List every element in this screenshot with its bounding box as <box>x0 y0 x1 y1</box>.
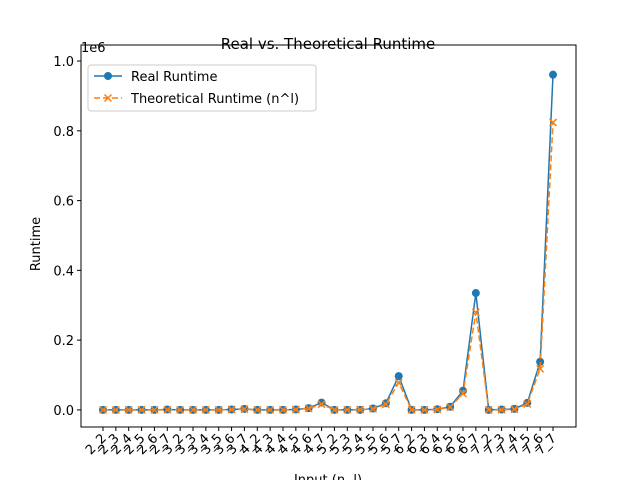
point <box>381 400 390 409</box>
y-tick-label: 0.6 <box>53 195 74 210</box>
point <box>420 405 429 414</box>
point <box>240 405 249 414</box>
series-line <box>103 122 554 411</box>
point <box>523 399 532 409</box>
legend: Real Runtime Theoretical Runtime (n^l) <box>87 64 317 112</box>
chart-title: Real vs. Theoretical Runtime <box>221 35 436 53</box>
point <box>407 405 416 414</box>
series-line <box>103 74 554 411</box>
point <box>497 405 506 414</box>
point <box>253 405 262 414</box>
point <box>201 405 210 414</box>
point <box>536 357 545 366</box>
legend-label: Theoretical Runtime (n^l) <box>130 92 299 107</box>
x-axis-label: Input (n, l) <box>294 473 362 480</box>
point <box>214 405 223 414</box>
point <box>446 403 455 412</box>
y-axis-label: Runtime <box>29 217 44 271</box>
point <box>227 405 236 414</box>
point <box>343 405 352 414</box>
point <box>471 308 480 317</box>
point <box>291 405 300 414</box>
point <box>458 389 468 398</box>
point <box>137 405 146 414</box>
point <box>394 372 403 381</box>
point <box>549 70 557 79</box>
point <box>330 405 339 414</box>
point <box>304 404 313 413</box>
point <box>394 378 403 387</box>
point <box>510 405 519 414</box>
point <box>317 400 326 409</box>
y-tick-label: 0.8 <box>53 125 74 140</box>
point <box>356 405 365 414</box>
point <box>266 405 275 414</box>
point <box>98 405 108 414</box>
legend-label: Real Runtime <box>131 70 217 85</box>
point <box>278 405 288 414</box>
point <box>176 405 185 414</box>
legend-marker <box>103 93 113 103</box>
point <box>548 118 558 127</box>
y-tick-label: 0.0 <box>53 404 74 419</box>
point <box>124 405 133 414</box>
point <box>471 289 480 298</box>
point <box>433 405 442 414</box>
point <box>111 405 120 414</box>
axes-frame <box>80 44 577 428</box>
y-tick-label: 0.2 <box>53 334 74 349</box>
point <box>163 405 172 414</box>
scale-label: 1e6 <box>81 41 106 56</box>
point <box>188 405 198 414</box>
legend-marker <box>104 72 112 80</box>
point <box>484 405 493 414</box>
point <box>368 404 378 413</box>
legend-box <box>87 64 317 112</box>
point <box>150 405 159 414</box>
y-tick-label: 1.0 <box>53 55 74 70</box>
y-tick-label: 0.4 <box>53 264 74 279</box>
point <box>536 364 545 373</box>
